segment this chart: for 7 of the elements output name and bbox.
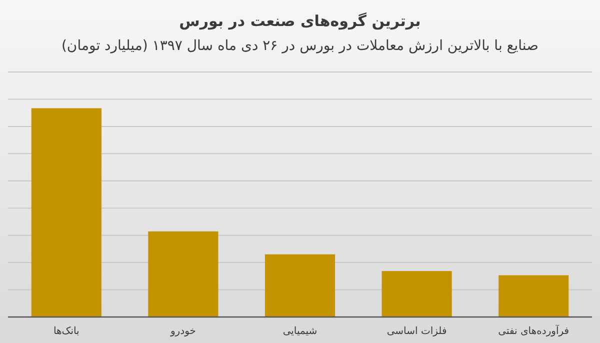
xtick: فلزات اساسی	[386, 326, 447, 337]
title: برترین گروه‌های صنعت در بورس	[179, 12, 421, 30]
xtick: شیمیایی	[282, 326, 318, 337]
xtick: خودرو	[170, 326, 196, 337]
subtitle: صنایع با بالاترین ارزش معاملات در بورس در ۲۶ دی ماه سال ۱۳۹۷ (میلیارد تومان)	[61, 38, 539, 54]
xtick: فرآورده‌های نفتی	[498, 326, 570, 337]
xtick: بانک‌ها	[53, 326, 80, 337]
